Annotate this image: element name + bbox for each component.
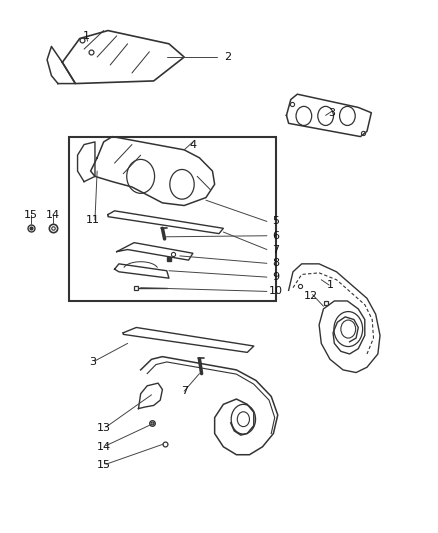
Text: 1: 1 (326, 280, 333, 290)
Text: 11: 11 (86, 215, 100, 225)
Text: 5: 5 (272, 216, 279, 227)
Text: 4: 4 (189, 140, 197, 150)
Text: 14: 14 (97, 442, 111, 452)
Text: 8: 8 (272, 259, 279, 268)
Text: 15: 15 (97, 461, 111, 470)
Text: 1: 1 (83, 31, 90, 41)
Text: 6: 6 (272, 231, 279, 241)
Text: 7: 7 (272, 245, 279, 255)
Text: 12: 12 (304, 290, 318, 301)
Text: 3: 3 (328, 108, 336, 118)
Text: 13: 13 (97, 423, 111, 433)
Text: 2: 2 (224, 52, 231, 62)
Bar (69, 136, 276, 301)
Text: 15: 15 (24, 209, 38, 220)
Text: 7: 7 (180, 386, 188, 396)
Text: 3: 3 (89, 357, 96, 367)
Text: 9: 9 (272, 272, 279, 282)
Text: 14: 14 (46, 209, 60, 220)
Text: 10: 10 (268, 286, 283, 296)
